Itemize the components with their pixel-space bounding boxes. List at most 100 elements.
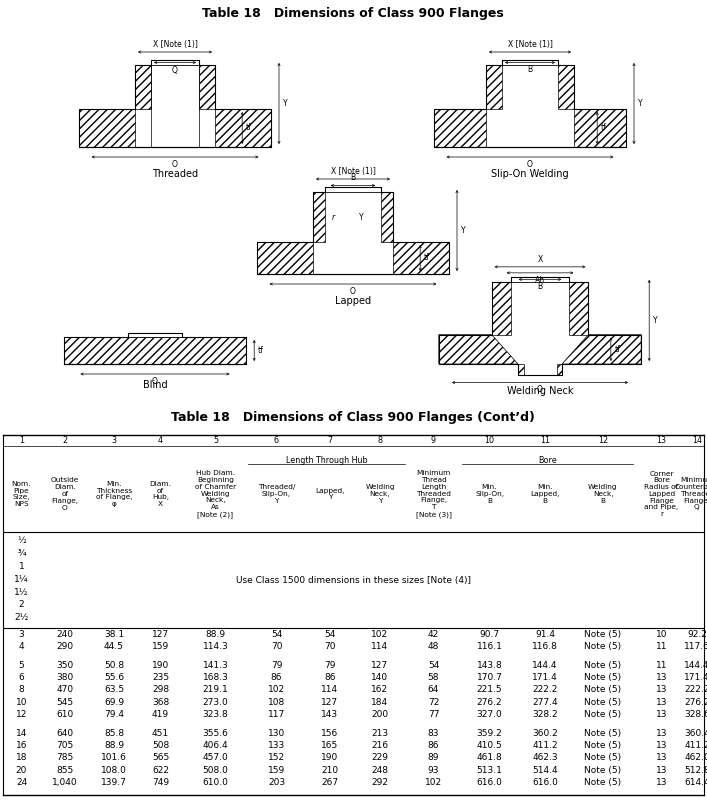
Polygon shape: [215, 109, 271, 147]
Text: 213: 213: [371, 729, 389, 738]
Text: Lapped,
Y: Lapped, Y: [315, 488, 345, 500]
Text: 221.5: 221.5: [477, 686, 502, 694]
Text: 143: 143: [322, 710, 339, 719]
Text: 11: 11: [656, 642, 667, 651]
Text: 54: 54: [271, 630, 282, 638]
Text: Welding Neck: Welding Neck: [507, 386, 573, 396]
Text: 13: 13: [656, 710, 667, 719]
Text: Note (5): Note (5): [585, 698, 621, 706]
Text: 13: 13: [656, 741, 667, 750]
Text: 13: 13: [656, 778, 667, 787]
Text: 640: 640: [57, 729, 74, 738]
Text: 273.0: 273.0: [203, 698, 228, 706]
Text: 86: 86: [428, 741, 439, 750]
Text: 13: 13: [656, 729, 667, 738]
Text: 86: 86: [271, 673, 282, 682]
Text: 419: 419: [152, 710, 169, 719]
Text: tf: tf: [424, 254, 430, 262]
Polygon shape: [199, 65, 215, 109]
Text: 222.2: 222.2: [532, 686, 558, 694]
Text: 2: 2: [18, 601, 24, 610]
Text: 1,040: 1,040: [52, 778, 78, 787]
Text: 10: 10: [16, 698, 28, 706]
Text: 355.6: 355.6: [203, 729, 228, 738]
Text: 462.3: 462.3: [532, 754, 558, 762]
Text: Outside
Diam.
of
Flange,
O: Outside Diam. of Flange, O: [51, 478, 79, 510]
Text: Length Through Hub: Length Through Hub: [286, 456, 368, 465]
Text: 54: 54: [325, 630, 336, 638]
Text: Note (5): Note (5): [585, 778, 621, 787]
Text: 14: 14: [692, 436, 702, 445]
Text: 171.4: 171.4: [532, 673, 558, 682]
Text: 117.6: 117.6: [684, 642, 707, 651]
Bar: [502, 60, 558, 65]
Text: 411.2: 411.2: [684, 741, 707, 750]
Text: 102: 102: [371, 630, 389, 638]
Text: Note (5): Note (5): [585, 754, 621, 762]
Text: 200: 200: [371, 710, 389, 719]
Text: 85.8: 85.8: [104, 729, 124, 738]
Text: Y: Y: [653, 316, 658, 325]
Polygon shape: [257, 242, 313, 274]
Text: 77: 77: [428, 710, 439, 719]
Polygon shape: [486, 65, 502, 109]
Text: 203: 203: [268, 778, 285, 787]
Text: O: O: [350, 287, 356, 296]
Text: 69.9: 69.9: [104, 698, 124, 706]
Text: 622: 622: [152, 766, 169, 774]
Text: Welding
Neck,
B: Welding Neck, B: [588, 484, 618, 504]
Text: Lapped: Lapped: [335, 296, 371, 306]
Polygon shape: [135, 65, 151, 109]
Polygon shape: [313, 192, 325, 242]
Text: Bore: Bore: [538, 456, 557, 465]
Text: 91.4: 91.4: [535, 630, 555, 638]
Text: 545: 545: [57, 698, 74, 706]
Text: 117: 117: [268, 710, 285, 719]
Text: 323.8: 323.8: [203, 710, 228, 719]
Text: 508.0: 508.0: [203, 766, 228, 774]
Text: 130: 130: [268, 729, 285, 738]
Text: 127: 127: [322, 698, 339, 706]
Text: 171.4: 171.4: [684, 673, 707, 682]
Text: tf: tf: [615, 345, 621, 354]
Text: 141.3: 141.3: [203, 661, 228, 670]
Text: 2: 2: [62, 436, 68, 445]
Text: 143.8: 143.8: [477, 661, 503, 670]
Text: 13: 13: [656, 686, 667, 694]
Text: 184: 184: [371, 698, 389, 706]
Text: 190: 190: [322, 754, 339, 762]
Text: 114.3: 114.3: [203, 642, 228, 651]
Text: 156: 156: [322, 729, 339, 738]
Text: 92.2: 92.2: [687, 630, 707, 638]
Polygon shape: [574, 109, 626, 147]
Text: O: O: [537, 386, 543, 394]
Text: 168.3: 168.3: [203, 673, 228, 682]
Text: Blind: Blind: [143, 380, 168, 390]
Text: Threaded/
Slip-On,
Y: Threaded/ Slip-On, Y: [258, 484, 296, 504]
Text: X: X: [537, 255, 543, 264]
Text: Welding
Neck,
Y: Welding Neck, Y: [366, 484, 395, 504]
Bar: [511, 277, 568, 282]
Text: O: O: [527, 160, 533, 169]
Text: 162: 162: [371, 686, 389, 694]
Text: X [Note (1)]: X [Note (1)]: [153, 40, 197, 49]
Text: 327.0: 327.0: [477, 710, 503, 719]
Text: 328.2: 328.2: [532, 710, 558, 719]
Text: 190: 190: [152, 661, 169, 670]
Text: 12: 12: [598, 436, 608, 445]
Text: 140: 140: [371, 673, 389, 682]
Text: Note (5): Note (5): [585, 686, 621, 694]
Text: 616.0: 616.0: [532, 778, 558, 787]
Text: 159: 159: [152, 642, 169, 651]
Text: Min.
Slip-On,
B: Min. Slip-On, B: [475, 484, 504, 504]
Text: 55.6: 55.6: [104, 673, 124, 682]
Text: 159: 159: [268, 766, 285, 774]
Text: 235: 235: [152, 673, 169, 682]
Text: 240: 240: [57, 630, 74, 638]
Text: X [Note (1)]: X [Note (1)]: [508, 40, 552, 49]
Polygon shape: [491, 282, 511, 334]
Polygon shape: [64, 337, 246, 364]
Text: 18: 18: [16, 754, 28, 762]
Text: Diam.
of
Hub,
X: Diam. of Hub, X: [149, 481, 172, 507]
Text: 298: 298: [152, 686, 169, 694]
